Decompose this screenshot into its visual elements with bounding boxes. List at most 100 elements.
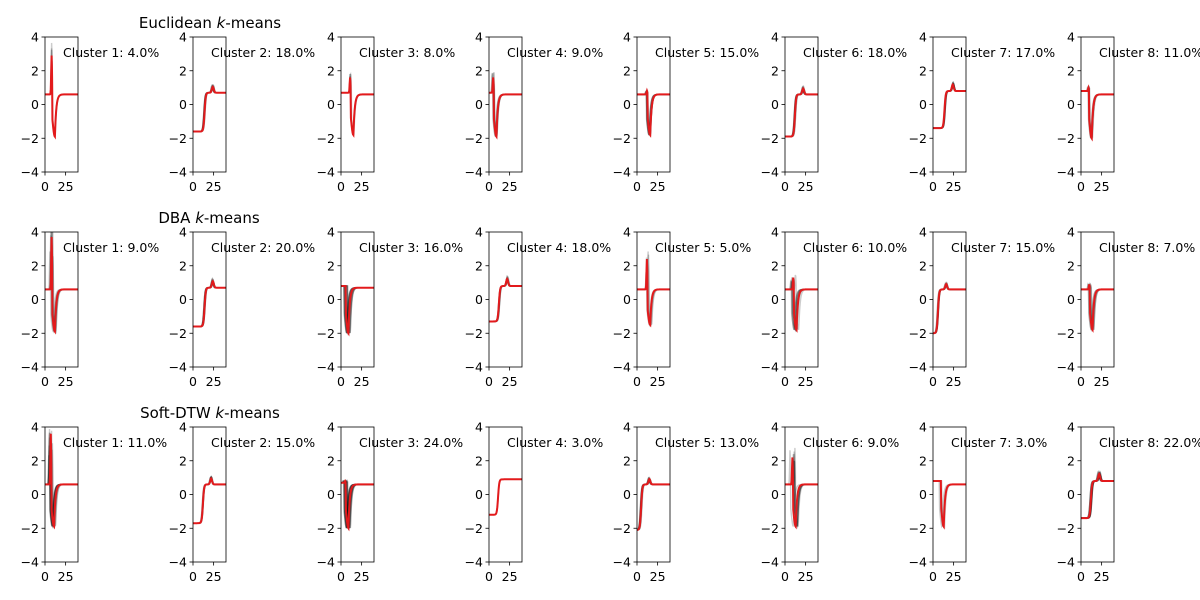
y-tick-label: 0: [475, 97, 483, 112]
y-tick-label: 0: [919, 487, 927, 502]
y-tick-label: −4: [613, 555, 631, 570]
member-series-line: [933, 81, 966, 129]
y-tick-label: −4: [1057, 360, 1075, 375]
row-title-part: -means: [204, 209, 260, 227]
x-tick-label: 0: [929, 569, 937, 584]
cluster-center-line: [933, 480, 966, 530]
member-series-line: [193, 277, 226, 328]
member-series-line: [785, 89, 818, 138]
y-tick-label: −4: [761, 360, 779, 375]
y-tick-label: −2: [465, 521, 483, 536]
y-tick-label: −4: [761, 555, 779, 570]
x-tick-label: 0: [485, 569, 493, 584]
y-tick-label: 2: [327, 453, 335, 468]
x-tick-label: 0: [337, 569, 345, 584]
cluster-label: Cluster 3: 8.0%: [359, 45, 455, 60]
member-series-line: [193, 87, 226, 133]
member-series-line: [785, 88, 818, 138]
cluster-label: Cluster 2: 18.0%: [211, 45, 315, 60]
x-tick-label: 25: [798, 569, 814, 584]
y-tick-label: 0: [327, 487, 335, 502]
y-tick-label: 2: [475, 63, 483, 78]
cluster-label: Cluster 8: 22.0%: [1099, 435, 1200, 450]
y-tick-label: −4: [169, 165, 187, 180]
cluster-center-line: [785, 277, 818, 333]
y-tick-label: 4: [179, 30, 187, 45]
row-title: Euclidean k-means: [139, 14, 281, 32]
y-tick-label: −4: [21, 165, 39, 180]
member-series-line: [489, 280, 522, 323]
plot-area: [193, 475, 226, 525]
x-tick-label: 0: [189, 569, 197, 584]
cluster-label: Cluster 1: 11.0%: [63, 435, 167, 450]
x-tick-label: 25: [354, 179, 370, 194]
cluster-label: Cluster 3: 24.0%: [359, 435, 463, 450]
member-series-line: [785, 89, 818, 138]
y-tick-label: −4: [317, 165, 335, 180]
plot-area: [45, 232, 78, 335]
y-tick-label: 4: [771, 225, 779, 240]
row-title-part: -means: [225, 14, 281, 32]
member-series-line: [341, 73, 374, 135]
y-tick-label: −4: [169, 360, 187, 375]
x-tick-label: 25: [502, 374, 518, 389]
plot-area: [1081, 282, 1114, 333]
cluster-label: Cluster 4: 3.0%: [507, 435, 603, 450]
cluster-center-line: [193, 476, 226, 525]
cluster-center-line: [489, 478, 522, 516]
cluster-label: Cluster 7: 15.0%: [951, 240, 1055, 255]
y-tick-label: 2: [327, 258, 335, 273]
cluster-center-line: [637, 258, 670, 328]
plot-area: [933, 281, 966, 335]
member-series-line: [1081, 285, 1114, 330]
y-tick-label: 4: [1067, 225, 1075, 240]
plot-area: [45, 42, 78, 140]
x-tick-label: 0: [1077, 374, 1085, 389]
cluster-center-line: [489, 77, 522, 140]
plot-area: [341, 71, 374, 138]
member-series-line: [45, 61, 78, 137]
row-title: Soft-DTW k-means: [140, 404, 280, 422]
y-tick-label: −4: [909, 555, 927, 570]
y-tick-label: −2: [169, 521, 187, 536]
cluster-label: Cluster 7: 3.0%: [951, 435, 1047, 450]
plot-area: [341, 285, 374, 337]
cluster-label: Cluster 8: 11.0%: [1099, 45, 1200, 60]
x-tick-label: 0: [633, 374, 641, 389]
member-series-line: [933, 81, 966, 129]
cluster-label: Cluster 6: 9.0%: [803, 435, 899, 450]
x-tick-label: 0: [189, 374, 197, 389]
cluster-center-line: [45, 237, 78, 335]
y-tick-label: 0: [623, 487, 631, 502]
y-tick-label: 2: [771, 453, 779, 468]
y-tick-label: −2: [613, 131, 631, 146]
y-tick-label: 4: [475, 225, 483, 240]
x-tick-label: 25: [502, 179, 518, 194]
plot-area: [489, 478, 522, 516]
y-tick-label: 0: [475, 292, 483, 307]
cluster-label: Cluster 7: 17.0%: [951, 45, 1055, 60]
y-tick-label: −2: [909, 326, 927, 341]
member-series-line: [1081, 474, 1114, 519]
y-tick-label: 4: [1067, 420, 1075, 435]
x-tick-label: 25: [206, 569, 222, 584]
y-tick-label: 0: [475, 487, 483, 502]
member-series-line: [489, 478, 522, 516]
row-title: DBA k-means: [158, 209, 260, 227]
plot-area: [341, 478, 374, 532]
y-tick-label: 4: [327, 420, 335, 435]
y-tick-label: −2: [169, 131, 187, 146]
member-series-line: [785, 89, 818, 138]
x-tick-label: 25: [1094, 179, 1110, 194]
cluster-center-line: [933, 282, 966, 335]
